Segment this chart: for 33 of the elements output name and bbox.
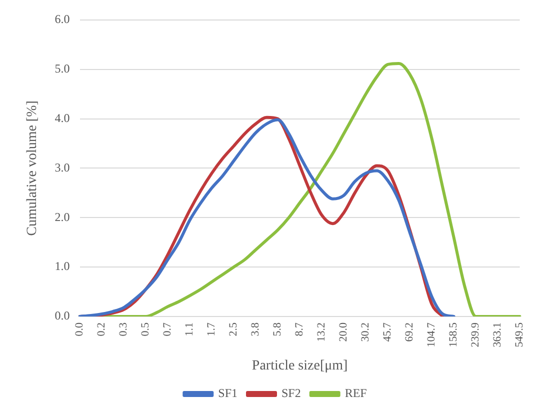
x-tick-label: 0.2	[96, 322, 108, 336]
y-axis-title: Cumulative volume [%]	[25, 100, 40, 236]
y-tick-label: 1.0	[54, 259, 70, 274]
x-tick-label: 0.5	[140, 322, 152, 336]
legend-label: SF2	[281, 386, 301, 400]
y-tick-label: 6.0	[54, 12, 70, 26]
x-tick-label: 0.0	[74, 322, 86, 336]
x-tick-label: 1.7	[206, 322, 218, 336]
x-tick-label: 2.5	[228, 322, 240, 336]
x-tick-label: 45.7	[382, 322, 394, 342]
x-tick-label: 3.8	[250, 322, 262, 336]
legend-label: REF	[344, 386, 368, 400]
legend-label: SF1	[218, 386, 238, 400]
x-tick-label: 1.1	[184, 322, 196, 336]
x-tick-label: 158.5	[448, 322, 460, 348]
y-tick-label: 5.0	[54, 62, 70, 76]
y-tick-label: 3.0	[54, 160, 70, 174]
x-tick-label: 69.2	[404, 322, 416, 342]
x-tick-label: 30.2	[360, 322, 372, 342]
x-tick-label: 20.0	[338, 322, 350, 342]
x-tick-label: 549.5	[514, 322, 526, 348]
x-tick-label: 0.3	[118, 322, 130, 336]
y-tick-label: 0.0	[54, 308, 70, 323]
x-tick-label: 5.8	[272, 322, 284, 336]
y-tick-label: 2.0	[54, 210, 70, 224]
x-tick-label: 363.1	[492, 322, 504, 348]
y-tick-label: 4.0	[54, 110, 70, 125]
x-tick-label: 8.7	[294, 322, 306, 336]
x-tick-label: 0.7	[162, 322, 174, 336]
x-tick-label: 104.7	[426, 322, 438, 348]
x-tick-label: 13.2	[316, 322, 328, 342]
x-axis-title: Particle size[μm]	[252, 358, 348, 374]
x-tick-label: 239.9	[470, 322, 482, 348]
